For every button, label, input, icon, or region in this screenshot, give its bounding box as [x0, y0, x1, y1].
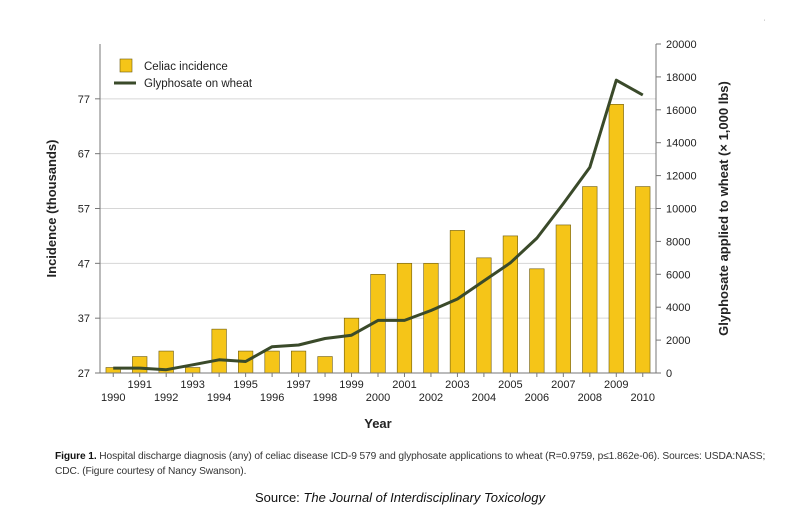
bar-2008	[582, 186, 598, 374]
bar-2009	[608, 104, 624, 374]
x-tick-label: 2006	[525, 392, 549, 404]
bar-2002	[423, 263, 439, 374]
x-tick-label: 1997	[286, 379, 310, 391]
source-journal: The Journal of Interdisciplinary Toxicol…	[303, 490, 545, 505]
x-tick-label: 2001	[392, 379, 416, 391]
x-tick-label: 2003	[445, 379, 469, 391]
bar-2007	[555, 224, 571, 374]
x-tick-label: 2007	[551, 379, 575, 391]
bar-1991	[132, 356, 148, 374]
chart: 27 37 47 57 67 77 0 2000 4000 6000 8000 10000 12000 1…	[44, 39, 731, 431]
stray-mark: '	[764, 20, 766, 26]
source-line: Source: The Journal of Interdisciplinary…	[0, 490, 800, 505]
y-axis-title: Incidence (thousands)	[44, 140, 59, 278]
right-tick-label: 20000	[666, 39, 697, 51]
x-tick-label: 1991	[127, 379, 151, 391]
left-tick-label: 57	[78, 204, 90, 216]
caption-label: Figure 1.	[55, 451, 97, 462]
x-tick-label: 1992	[154, 392, 178, 404]
left-tick-label: 77	[78, 94, 90, 106]
glyphosate-line	[113, 78, 644, 372]
y2-axis-title: Glyphosate applied to wheat (× 1,000 lbs…	[716, 81, 731, 336]
bar-1997	[290, 350, 307, 374]
right-tick-label: 2000	[666, 335, 690, 347]
caption-text: Hospital discharge diagnosis (any) of ce…	[55, 451, 766, 477]
right-tick-label: 18000	[666, 72, 697, 84]
legend-label-bar: Celiac incidence	[144, 61, 228, 73]
x-tick-label: 2009	[604, 379, 628, 391]
legend-label-line: Glyphosate on wheat	[144, 78, 253, 90]
bar-1994	[211, 328, 227, 374]
x-tick-label: 1998	[313, 392, 337, 404]
x-tick-label: 2000	[366, 392, 390, 404]
right-tick-label: 12000	[666, 171, 697, 183]
x-tick-label: 1994	[207, 392, 231, 404]
left-tick-label: 27	[78, 368, 90, 380]
bar-1998	[317, 356, 333, 374]
left-tick-label: 67	[78, 149, 90, 161]
right-tick-label: 0	[666, 368, 672, 380]
bar-1993	[185, 367, 201, 374]
right-tick-label: 6000	[666, 269, 690, 281]
bar-2004	[476, 257, 492, 374]
right-tick-label: 16000	[666, 105, 697, 117]
right-tick-label: 14000	[666, 138, 697, 150]
x-tick-label: 2002	[419, 392, 443, 404]
x-tick-label: 2010	[631, 392, 655, 404]
x-tick-label: 2004	[472, 392, 496, 404]
bar-1999	[343, 317, 360, 374]
source-prefix: Source:	[254, 490, 304, 505]
x-tick-label: 1995	[233, 379, 257, 391]
x-tick-label: 2005	[498, 379, 522, 391]
left-tick-label: 47	[78, 258, 90, 270]
x-axis-title: Year	[364, 416, 391, 431]
right-tick-label: 10000	[666, 204, 697, 216]
right-tick-label: 4000	[666, 302, 690, 314]
x-tick-label: 1999	[339, 379, 363, 391]
left-tick-label: 37	[78, 313, 90, 325]
x-tick-label: 1996	[260, 392, 284, 404]
x-tick-label: 1990	[101, 392, 125, 404]
bar-2010	[635, 186, 651, 374]
bar-1996	[264, 350, 280, 374]
figure-caption: Figure 1. Hospital discharge diagnosis (…	[55, 449, 775, 479]
legend-swatch-bar	[119, 58, 133, 73]
bar-2006	[529, 268, 545, 374]
right-tick-label: 8000	[666, 236, 690, 248]
x-tick-label: 1993	[180, 379, 204, 391]
x-tick-label: 2008	[578, 392, 602, 404]
